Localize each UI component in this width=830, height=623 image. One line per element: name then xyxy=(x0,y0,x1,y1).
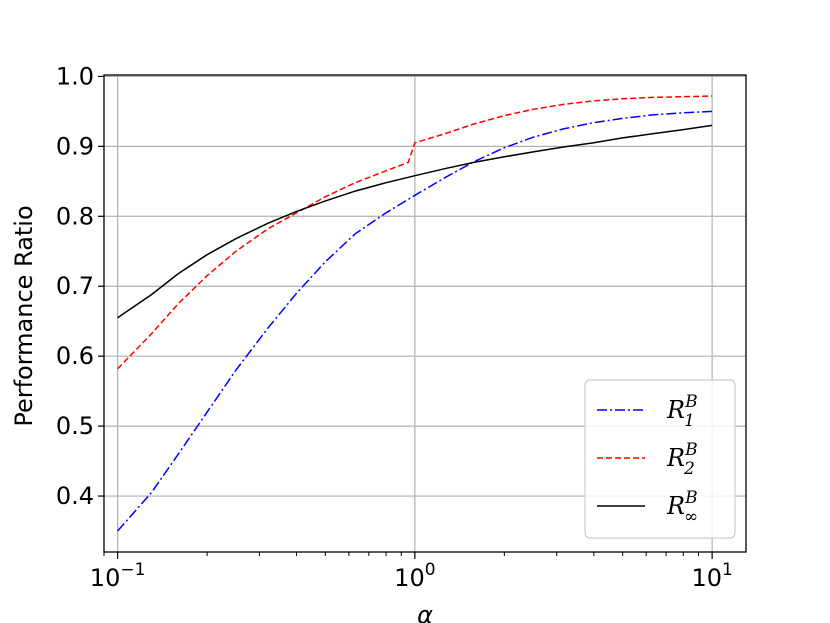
legend-subscript: ∞ xyxy=(684,507,698,527)
legend-superscript: B xyxy=(684,392,698,412)
y-tick-label: 1.0 xyxy=(56,62,94,90)
legend-superscript: B xyxy=(684,440,698,460)
y-tick-label: 0.4 xyxy=(56,482,94,510)
legend-box xyxy=(584,379,736,539)
x-tick-base: 10 xyxy=(691,564,722,592)
series-line xyxy=(117,124,713,319)
x-tick-label: 101 xyxy=(691,560,732,592)
y-tick-label: 0.8 xyxy=(56,202,94,230)
legend: RB 1RB 2RB ∞ xyxy=(584,379,736,539)
y-axis-label: Performance Ratio xyxy=(10,205,38,426)
y-tick-label: 0.6 xyxy=(56,342,94,370)
x-tick-base: 10 xyxy=(394,564,425,592)
legend-entry: RB ∞ xyxy=(666,488,698,527)
legend-entry: RB 2 xyxy=(666,440,698,479)
x-tick-exponent: 0 xyxy=(425,560,436,580)
legend-entry: RB 1 xyxy=(666,392,698,431)
series-line xyxy=(117,95,713,370)
axis-ticks: 0.40.50.60.70.80.91.010−1 100 101 xyxy=(56,62,733,592)
x-tick-label: 100 xyxy=(394,560,435,592)
legend-subscript: 1 xyxy=(684,411,695,431)
series-line xyxy=(117,110,713,532)
y-tick-label: 0.9 xyxy=(56,132,94,160)
y-tick-label: 0.7 xyxy=(56,272,94,300)
x-tick-base: 10 xyxy=(90,564,121,592)
legend-superscript: B xyxy=(684,488,698,508)
x-tick-exponent: −1 xyxy=(120,560,145,580)
legend-symbol: R xyxy=(666,396,685,424)
legend-symbol: R xyxy=(666,444,685,472)
x-tick-label: 10−1 xyxy=(90,560,146,592)
x-axis-label: α xyxy=(417,601,433,623)
legend-subscript: 2 xyxy=(683,459,695,479)
legend-symbol: R xyxy=(666,492,685,520)
series-lines xyxy=(117,95,713,532)
y-tick-label: 0.5 xyxy=(56,412,94,440)
plot-frame xyxy=(103,74,747,553)
x-tick-exponent: 1 xyxy=(722,560,733,580)
